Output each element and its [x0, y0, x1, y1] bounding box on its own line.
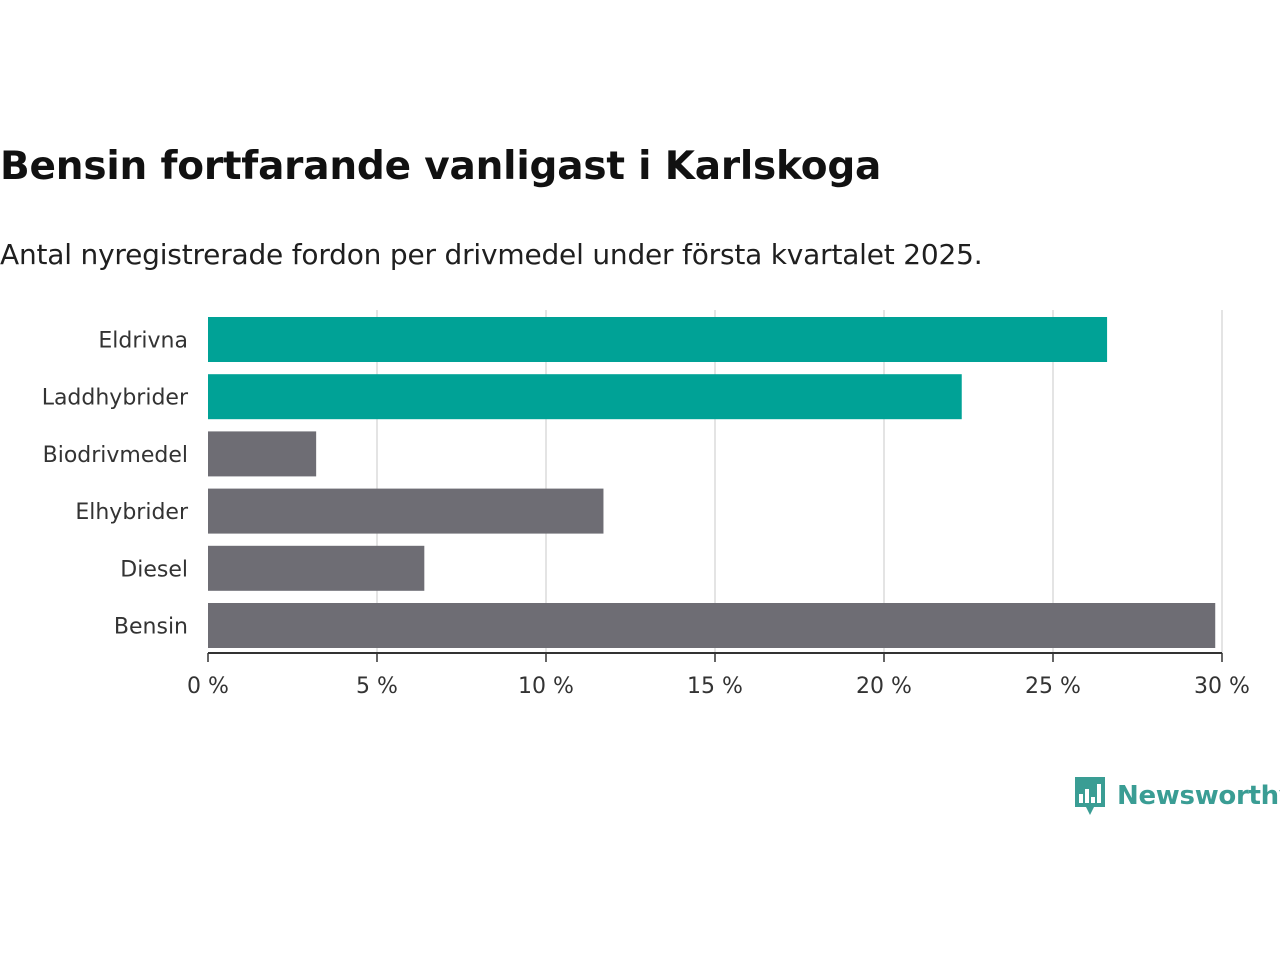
x-tick-label: 20 %	[856, 674, 912, 699]
bar-biodrivmedel	[208, 431, 317, 477]
category-label: Laddhybrider	[42, 386, 189, 411]
x-tick-label: 5 %	[356, 674, 398, 699]
category-label: Elhybrider	[75, 500, 189, 525]
bar-chart-speech-bubble-icon	[1075, 777, 1105, 815]
x-tick-label: 0 %	[187, 674, 229, 699]
bar-eldrivna	[208, 317, 1108, 362]
bar-bensin	[208, 603, 1216, 648]
category-label: Eldrivna	[98, 329, 188, 354]
x-axis: 0 % 5 % 10 % 15 % 20 % 25 % 30 %	[187, 652, 1250, 699]
category-labels: Eldrivna Laddhybrider Biodrivmedel Elhybrid…	[42, 329, 189, 640]
x-tick-label: 15 %	[687, 674, 743, 699]
bar-chart: 0 % 5 % 10 % 15 % 20 % 25 % 30 % Eldrivna Laddh…	[42, 310, 1250, 699]
bar-laddhybrider	[208, 374, 962, 420]
gridlines	[376, 310, 1223, 653]
chart-subtitle: Antal nyregistrerade fordon per drivmede…	[0, 238, 983, 271]
category-label: Bensin	[114, 615, 188, 640]
category-label: Biodrivmedel	[43, 443, 188, 468]
x-tick-label: 10 %	[518, 674, 574, 699]
newsworthy-logo: Newsworthy	[1072, 774, 1280, 818]
x-tick-label: 25 %	[1025, 674, 1081, 699]
bars	[208, 317, 1216, 648]
brand-name: Newsworthy	[1117, 781, 1280, 811]
category-label: Diesel	[120, 557, 188, 582]
bar-elhybrider	[208, 488, 604, 534]
chart-title: Bensin fortfarande vanligast i Karlskoga	[0, 144, 882, 189]
x-tick-label: 30 %	[1194, 674, 1250, 699]
bar-diesel	[208, 545, 425, 591]
